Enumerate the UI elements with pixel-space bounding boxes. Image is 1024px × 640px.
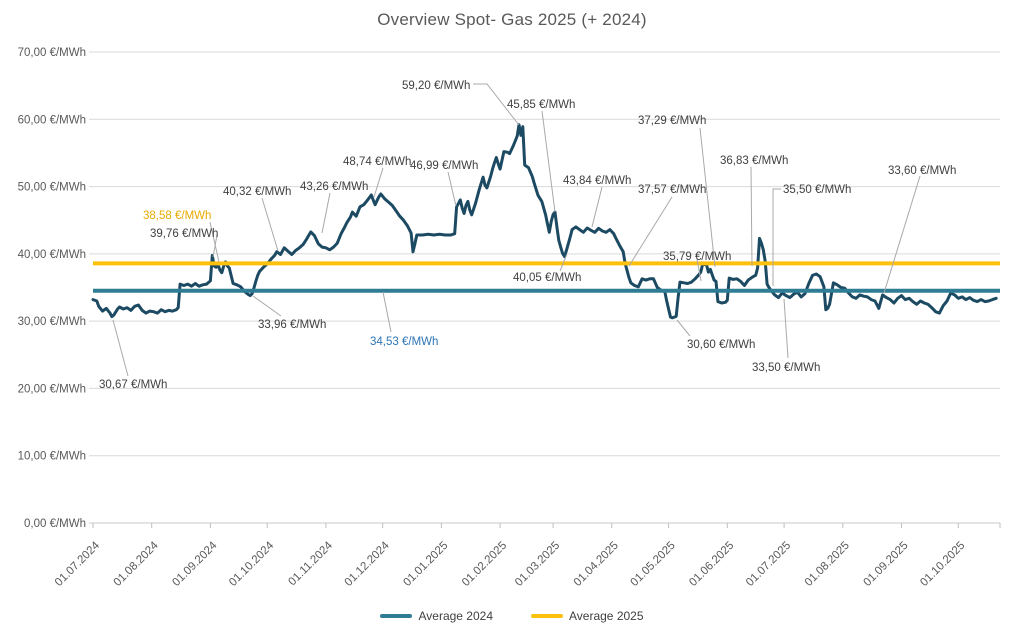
annotation-leader bbox=[783, 298, 789, 359]
y-tick-label: 60,00 €/MWh bbox=[18, 114, 86, 126]
legend-swatch-average-2025 bbox=[531, 614, 563, 618]
x-tick-label: 01.08.2025 bbox=[803, 540, 852, 589]
x-tick-label: 01.10.2024 bbox=[227, 539, 277, 589]
annotation-label: 34,53 €/MWh bbox=[370, 336, 438, 348]
annotation-label: 38,58 €/MWh bbox=[143, 210, 211, 222]
y-tick-label: 70,00 €/MWh bbox=[18, 47, 86, 59]
y-tick-label: 50,00 €/MWh bbox=[18, 182, 86, 194]
annotation-leader bbox=[373, 167, 384, 198]
y-tick-label: 30,00 €/MWh bbox=[18, 316, 86, 328]
x-tick-label: 01.07.2025 bbox=[744, 540, 793, 589]
annotation-leader bbox=[382, 291, 392, 333]
annotation-label: 43,84 €/MWh bbox=[563, 175, 631, 187]
annotation-leader bbox=[628, 196, 673, 267]
x-tick-label: 01.07.2024 bbox=[53, 539, 103, 589]
x-tick-label: 01.01.2025 bbox=[401, 540, 450, 589]
x-tick-label: 01.06.2025 bbox=[687, 540, 736, 589]
annotation-label: 33,96 €/MWh bbox=[258, 319, 326, 331]
annotation-leader bbox=[321, 192, 331, 234]
annotation-label: 30,60 €/MWh bbox=[687, 339, 755, 351]
annotation-leader bbox=[473, 83, 520, 126]
annotation-leader bbox=[212, 234, 218, 258]
annotation-leader bbox=[541, 110, 556, 213]
annotation-label: 40,05 €/MWh bbox=[513, 272, 581, 284]
legend-item-average-2024: Average 2024 bbox=[380, 609, 493, 623]
chart-legend: Average 2024 Average 2025 bbox=[0, 609, 1024, 623]
legend-label-average-2025: Average 2025 bbox=[569, 609, 644, 623]
annotation-label: 59,20 €/MWh bbox=[402, 80, 470, 92]
x-tick-label: 01.11.2024 bbox=[286, 539, 335, 588]
y-tick-label: 10,00 €/MWh bbox=[18, 451, 86, 463]
y-tick-label: 0,00 €/MWh bbox=[24, 518, 86, 530]
annotation-label: 40,32 €/MWh bbox=[223, 186, 291, 198]
legend-label-average-2024: Average 2024 bbox=[418, 609, 493, 623]
annotation-label: 30,67 €/MWh bbox=[99, 379, 167, 391]
legend-item-average-2025: Average 2025 bbox=[531, 609, 644, 623]
x-tick-label: 01.02.2025 bbox=[460, 540, 509, 589]
annotation-label: 33,60 €/MWh bbox=[888, 165, 956, 177]
x-tick-label: 01.09.2024 bbox=[170, 539, 220, 589]
annotation-label: 48,74 €/MWh bbox=[343, 156, 411, 168]
chart-title: Overview Spot- Gas 2025 (+ 2024) bbox=[377, 10, 647, 29]
annotation-leader bbox=[883, 175, 921, 294]
annotation-leader bbox=[559, 253, 568, 272]
annotation-leader bbox=[252, 295, 282, 317]
annotation-label: 35,50 €/MWh bbox=[783, 184, 851, 196]
x-tick-label: 01.10.2025 bbox=[918, 540, 967, 589]
y-tick-label: 40,00 €/MWh bbox=[18, 249, 86, 261]
x-tick-label: 01.12.2024 bbox=[343, 539, 393, 589]
x-tick-label: 01.09.2025 bbox=[861, 540, 910, 589]
annotation-label: 43,26 €/MWh bbox=[300, 181, 368, 193]
y-tick-label: 20,00 €/MWh bbox=[18, 383, 86, 395]
annotation-leader bbox=[676, 319, 691, 337]
annotation-label: 39,76 €/MWh bbox=[150, 228, 218, 240]
x-tick-label: 01.03.2025 bbox=[513, 540, 562, 589]
x-tick-label: 01.05.2025 bbox=[629, 540, 678, 589]
annotation-label: 35,79 €/MWh bbox=[663, 251, 731, 263]
annotation-leader bbox=[591, 186, 603, 228]
annotation-leader bbox=[696, 258, 702, 282]
annotation-leader bbox=[261, 197, 279, 252]
annotation-label: 45,85 €/MWh bbox=[507, 99, 575, 111]
annotation-leader bbox=[772, 188, 781, 286]
annotation-leader bbox=[209, 221, 220, 263]
x-tick-label: 01.04.2025 bbox=[572, 540, 621, 589]
annotation-leader bbox=[112, 319, 129, 377]
annotation-label: 36,83 €/MWh bbox=[720, 155, 788, 167]
annotation-leader bbox=[750, 166, 753, 267]
x-tick-label: 01.08.2024 bbox=[112, 539, 162, 589]
annotation-leader bbox=[447, 171, 457, 207]
annotation-label: 46,99 €/MWh bbox=[410, 160, 478, 172]
annotation-leader bbox=[699, 127, 716, 268]
annotation-label: 33,50 €/MWh bbox=[752, 362, 820, 374]
annotation-label: 37,29 €/MWh bbox=[638, 115, 706, 127]
annotation-label: 37,57 €/MWh bbox=[638, 184, 706, 196]
legend-swatch-average-2024 bbox=[380, 614, 413, 618]
